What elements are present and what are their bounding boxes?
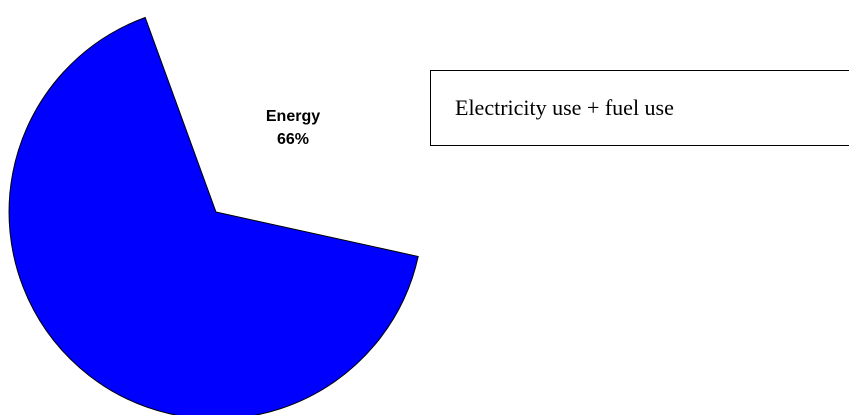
pie-slice-energy	[8, 16, 419, 415]
slice-label-energy-percent: 66%	[277, 131, 309, 148]
annotation-text: Electricity use + fuel use	[455, 95, 674, 120]
annotation-box: Electricity use + fuel use	[430, 70, 849, 146]
slice-label-energy-category: Energy	[266, 108, 320, 125]
